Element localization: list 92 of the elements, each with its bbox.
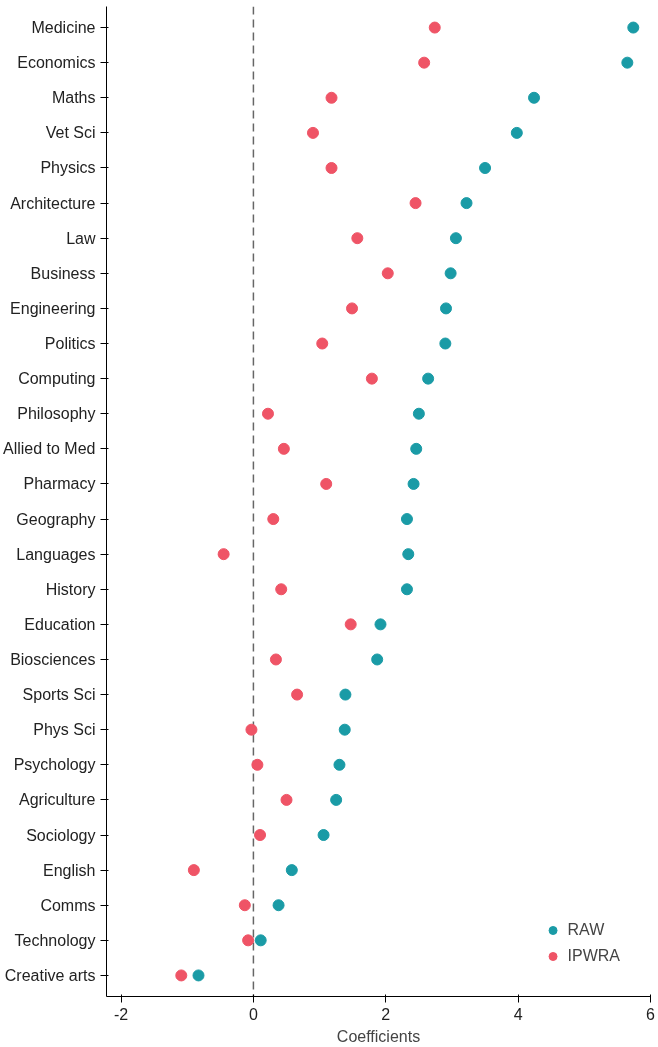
point — [371, 653, 384, 666]
point — [261, 407, 274, 420]
point — [317, 829, 330, 841]
y-tick-label: Allied to Med — [3, 440, 96, 458]
point — [187, 864, 200, 877]
y-tick-label: Business — [30, 264, 96, 282]
y-tick-label: Biosciences — [10, 650, 96, 668]
point — [325, 91, 338, 104]
x-tick-label: -2 — [113, 1005, 129, 1023]
point — [418, 56, 431, 69]
legend-label: RAW — [567, 921, 605, 939]
point — [325, 162, 338, 174]
y-tick-label: Agriculture — [19, 791, 96, 809]
point — [330, 793, 343, 806]
point — [402, 548, 415, 561]
x-tick-label: 4 — [513, 1005, 523, 1023]
x-tick-label: 0 — [248, 1005, 258, 1023]
point — [245, 723, 258, 736]
y-tick-label: Sports Sci — [22, 686, 96, 704]
y-tick-label: Psychology — [13, 756, 96, 774]
point — [320, 477, 333, 490]
point — [339, 688, 352, 701]
point — [400, 513, 413, 526]
x-tick-label: 2 — [381, 1005, 391, 1023]
y-tick-label: Maths — [51, 89, 96, 107]
y-tick-label: Geography — [16, 510, 96, 528]
point — [280, 793, 293, 806]
y-tick-label: Philosophy — [17, 405, 96, 423]
point — [267, 513, 280, 526]
y-tick-label: History — [45, 580, 96, 598]
point — [409, 197, 422, 210]
x-tick-label: 6 — [646, 1005, 656, 1023]
point — [333, 758, 346, 771]
point — [449, 232, 462, 245]
point — [217, 548, 230, 561]
y-tick-label: Vet Sci — [45, 124, 96, 142]
y-tick-label: Medicine — [31, 19, 96, 37]
y-tick-label: Creative arts — [4, 966, 96, 984]
point — [251, 758, 264, 771]
y-tick-label: Technology — [14, 931, 96, 949]
point — [510, 126, 523, 139]
y-tick-label: Architecture — [10, 194, 96, 212]
point — [627, 21, 640, 34]
point — [238, 899, 251, 912]
point — [479, 162, 492, 174]
point — [374, 618, 387, 631]
point — [400, 583, 413, 596]
point — [277, 442, 290, 455]
y-tick-label: Engineering — [10, 299, 96, 317]
point — [428, 21, 441, 34]
point — [351, 232, 364, 245]
point — [291, 688, 304, 701]
point — [528, 91, 541, 104]
y-tick-label: Pharmacy — [23, 475, 96, 493]
y-tick-label: Education — [24, 615, 96, 633]
point — [272, 899, 285, 912]
point — [410, 442, 423, 455]
legend-label: IPWRA — [567, 947, 620, 965]
point — [381, 267, 394, 280]
point — [275, 583, 288, 596]
point — [316, 337, 329, 350]
point — [365, 372, 378, 385]
y-tick-label: Politics — [44, 335, 96, 353]
y-tick-label: Phys Sci — [33, 721, 96, 739]
point — [407, 477, 420, 490]
point — [346, 302, 359, 315]
point — [440, 302, 452, 315]
y-tick-label: Languages — [16, 545, 96, 563]
point — [242, 934, 255, 947]
y-tick-label: English — [43, 861, 96, 879]
y-tick-label: Law — [66, 229, 96, 247]
point — [422, 372, 435, 385]
point — [338, 723, 351, 736]
point — [306, 126, 319, 139]
point — [444, 267, 457, 280]
point — [285, 864, 298, 877]
point — [254, 829, 267, 841]
point — [254, 934, 267, 947]
point — [439, 337, 452, 350]
point — [175, 969, 188, 982]
point — [269, 653, 282, 666]
y-tick-label: Economics — [17, 54, 96, 72]
y-tick-label: Physics — [40, 159, 96, 177]
point — [412, 407, 425, 420]
x-axis-title: Coefficients — [336, 1027, 421, 1045]
y-tick-label: Sociology — [26, 826, 96, 844]
point — [344, 618, 357, 631]
point — [621, 56, 634, 69]
y-tick-label: Comms — [40, 896, 96, 914]
y-tick-label: Computing — [18, 370, 96, 388]
point — [460, 197, 473, 210]
point — [192, 969, 205, 982]
